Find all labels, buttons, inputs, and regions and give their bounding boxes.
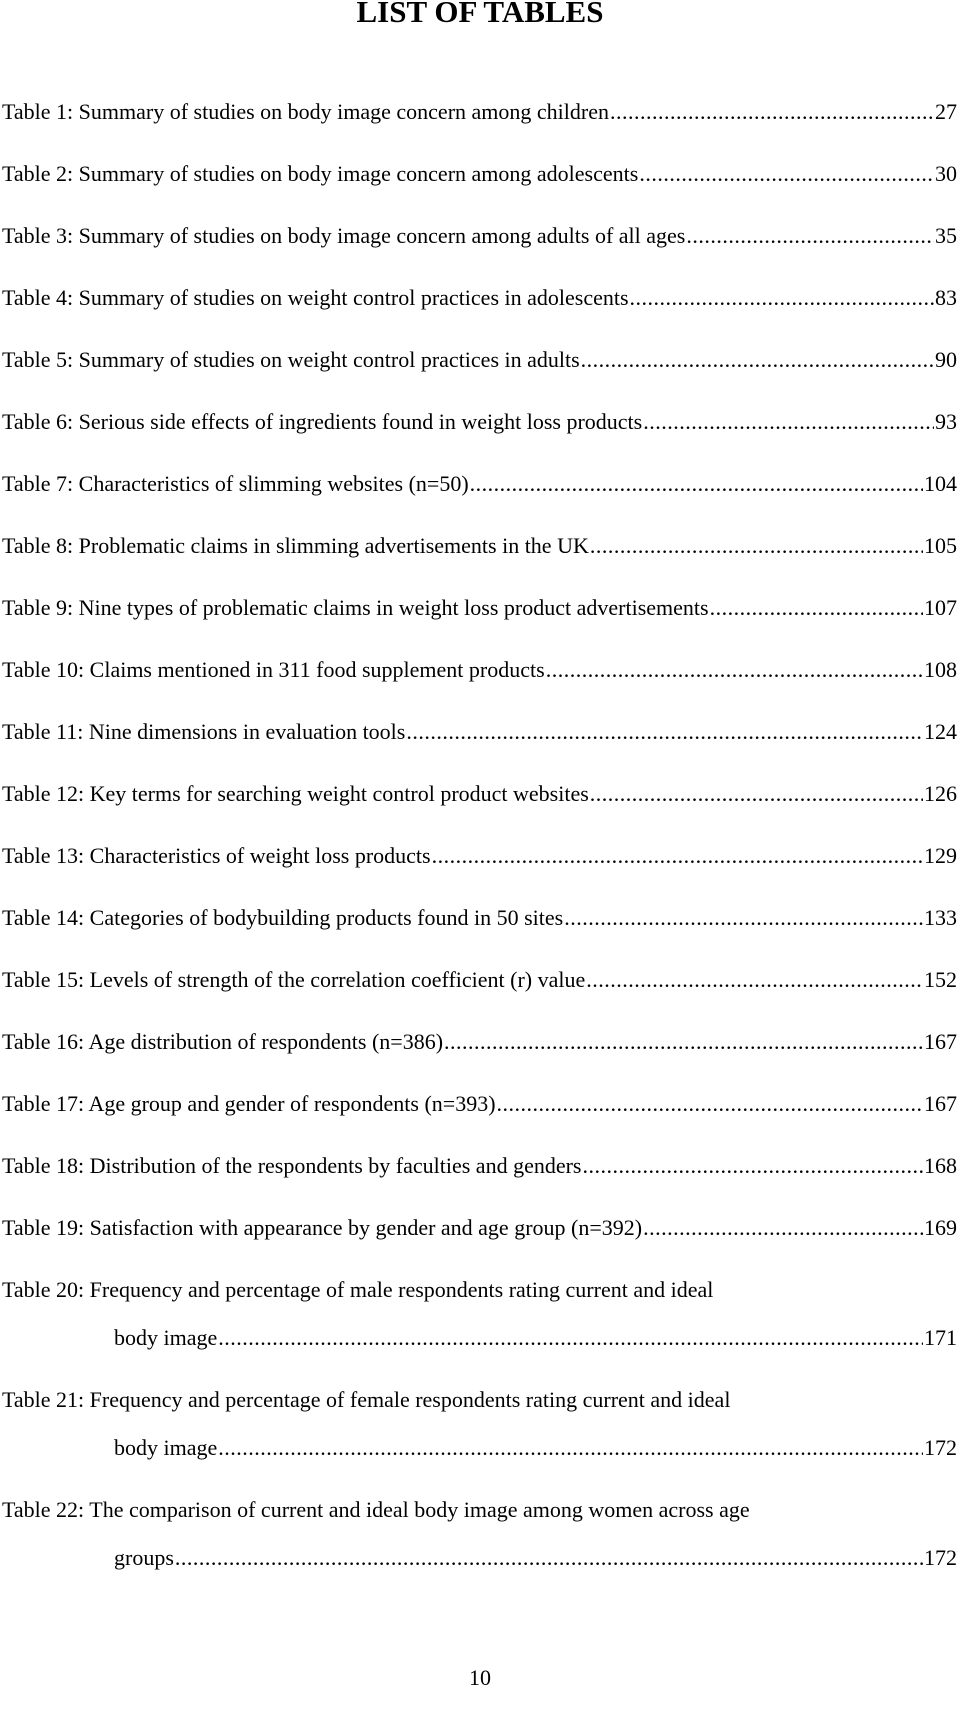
list-item[interactable]: Table 12: Key terms for searching weight… — [2, 781, 957, 843]
entry-label: Table 14: Categories of bodybuilding pro… — [2, 905, 564, 930]
entry-label: Table 12: Key terms for searching weight… — [2, 781, 589, 806]
entry-page: 30 — [935, 161, 957, 186]
dot-leader — [643, 1215, 923, 1241]
dot-leader — [406, 719, 923, 745]
list-item[interactable]: Table 7: Characteristics of slimming web… — [2, 471, 957, 533]
entry-page: 172 — [924, 1545, 957, 1570]
entry-page: 93 — [935, 409, 957, 434]
entry-label: Table 1: Summary of studies on body imag… — [2, 99, 609, 124]
entry-page: 105 — [924, 533, 957, 558]
entry-continuation: body image — [114, 1325, 218, 1350]
list-item[interactable]: Table 1: Summary of studies on body imag… — [2, 99, 957, 161]
entry-label: Table 16: Age distribution of respondent… — [2, 1029, 444, 1054]
entry-page: 35 — [935, 223, 957, 248]
list-item[interactable]: Table 2: Summary of studies on body imag… — [2, 161, 957, 223]
list-item[interactable]: Table 21: Frequency and percentage of fe… — [2, 1387, 957, 1497]
dot-leader — [590, 533, 923, 559]
entry-page: 90 — [935, 347, 957, 372]
entry-page: 124 — [924, 719, 957, 744]
list-item[interactable]: Table 16: Age distribution of respondent… — [2, 1029, 957, 1091]
entry-label: Table 20: Frequency and percentage of ma… — [2, 1277, 714, 1302]
list-item[interactable]: Table 5: Summary of studies on weight co… — [2, 347, 957, 409]
entry-label: Table 18: Distribution of the respondent… — [2, 1153, 582, 1178]
list-item[interactable]: Table 17: Age group and gender of respon… — [2, 1091, 957, 1153]
entry-label: Table 9: Nine types of problematic claim… — [2, 595, 709, 620]
dot-leader — [497, 1091, 923, 1117]
dot-leader — [175, 1545, 923, 1571]
list-item[interactable]: Table 3: Summary of studies on body imag… — [2, 223, 957, 285]
dot-leader — [218, 1435, 923, 1461]
entry-label: Table 21: Frequency and percentage of fe… — [2, 1387, 731, 1412]
entry-continuation: groups — [114, 1545, 174, 1570]
list-item[interactable]: Table 15: Levels of strength of the corr… — [2, 967, 957, 1029]
entry-label: Table 3: Summary of studies on body imag… — [2, 223, 686, 248]
dot-leader — [610, 99, 934, 125]
entry-label: Table 2: Summary of studies on body imag… — [2, 161, 639, 186]
list-item[interactable]: Table 8: Problematic claims in slimming … — [2, 533, 957, 595]
list-item[interactable]: Table 20: Frequency and percentage of ma… — [2, 1277, 957, 1387]
dot-leader — [581, 347, 934, 373]
entry-page: 133 — [924, 905, 957, 930]
entry-label: Table 13: Characteristics of weight loss… — [2, 843, 431, 868]
entry-label: Table 19: Satisfaction with appearance b… — [2, 1215, 643, 1240]
entry-page: 27 — [935, 99, 957, 124]
list-item[interactable]: Table 11: Nine dimensions in evaluation … — [2, 719, 957, 781]
list-item[interactable]: Table 10: Claims mentioned in 311 food s… — [2, 657, 957, 719]
dot-leader — [590, 781, 923, 807]
list-item[interactable]: Table 18: Distribution of the respondent… — [2, 1153, 957, 1215]
dot-leader — [643, 409, 934, 435]
entry-label: Table 10: Claims mentioned in 311 food s… — [2, 657, 545, 682]
dot-leader — [630, 285, 934, 311]
list-item[interactable]: Table 9: Nine types of problematic claim… — [2, 595, 957, 657]
list-item[interactable]: Table 22: The comparison of current and … — [2, 1497, 957, 1607]
entry-page: 129 — [924, 843, 957, 868]
dot-leader — [444, 1029, 923, 1055]
entry-page: 168 — [924, 1153, 957, 1178]
list-item[interactable]: Table 6: Serious side effects of ingredi… — [2, 409, 957, 471]
list-item[interactable]: Table 14: Categories of bodybuilding pro… — [2, 905, 957, 967]
entry-page: 152 — [924, 967, 957, 992]
entry-page: 107 — [924, 595, 957, 620]
page-title: LIST OF TABLES — [356, 0, 604, 29]
entry-label: Table 8: Problematic claims in slimming … — [2, 533, 589, 558]
entry-label: Table 17: Age group and gender of respon… — [2, 1091, 496, 1116]
dot-leader — [218, 1325, 923, 1351]
dot-leader — [564, 905, 923, 931]
entry-label: Table 11: Nine dimensions in evaluation … — [2, 719, 406, 744]
entry-page: 104 — [924, 471, 957, 496]
entry-label: Table 15: Levels of strength of the corr… — [2, 967, 586, 992]
dot-leader — [583, 1153, 924, 1179]
dot-leader — [686, 223, 934, 249]
entry-page: 169 — [924, 1215, 957, 1240]
entry-page: 171 — [924, 1325, 957, 1350]
entry-label: Table 5: Summary of studies on weight co… — [2, 347, 580, 372]
dot-leader — [470, 471, 923, 497]
entry-page: 108 — [924, 657, 957, 682]
dot-leader — [639, 161, 934, 187]
dot-leader — [586, 967, 923, 993]
entry-label: Table 6: Serious side effects of ingredi… — [2, 409, 643, 434]
entry-label: Table 22: The comparison of current and … — [2, 1497, 750, 1522]
dot-leader — [710, 595, 923, 621]
dot-leader — [432, 843, 923, 869]
entry-continuation: body image — [114, 1435, 218, 1460]
entry-page: 126 — [924, 781, 957, 806]
list-item[interactable]: Table 19: Satisfaction with appearance b… — [2, 1215, 957, 1277]
entry-label: Table 4: Summary of studies on weight co… — [2, 285, 629, 310]
page-number: 10 — [469, 1665, 491, 1690]
entry-label: Table 7: Characteristics of slimming web… — [2, 471, 469, 496]
list-item[interactable]: Table 13: Characteristics of weight loss… — [2, 843, 957, 905]
list-item[interactable]: Table 4: Summary of studies on weight co… — [2, 285, 957, 347]
entry-page: 83 — [935, 285, 957, 310]
entry-page: 167 — [924, 1029, 957, 1054]
dot-leader — [546, 657, 923, 683]
table-list: Table 1: Summary of studies on body imag… — [2, 99, 957, 1607]
entry-page: 172 — [924, 1435, 957, 1460]
entry-page: 167 — [924, 1091, 957, 1116]
